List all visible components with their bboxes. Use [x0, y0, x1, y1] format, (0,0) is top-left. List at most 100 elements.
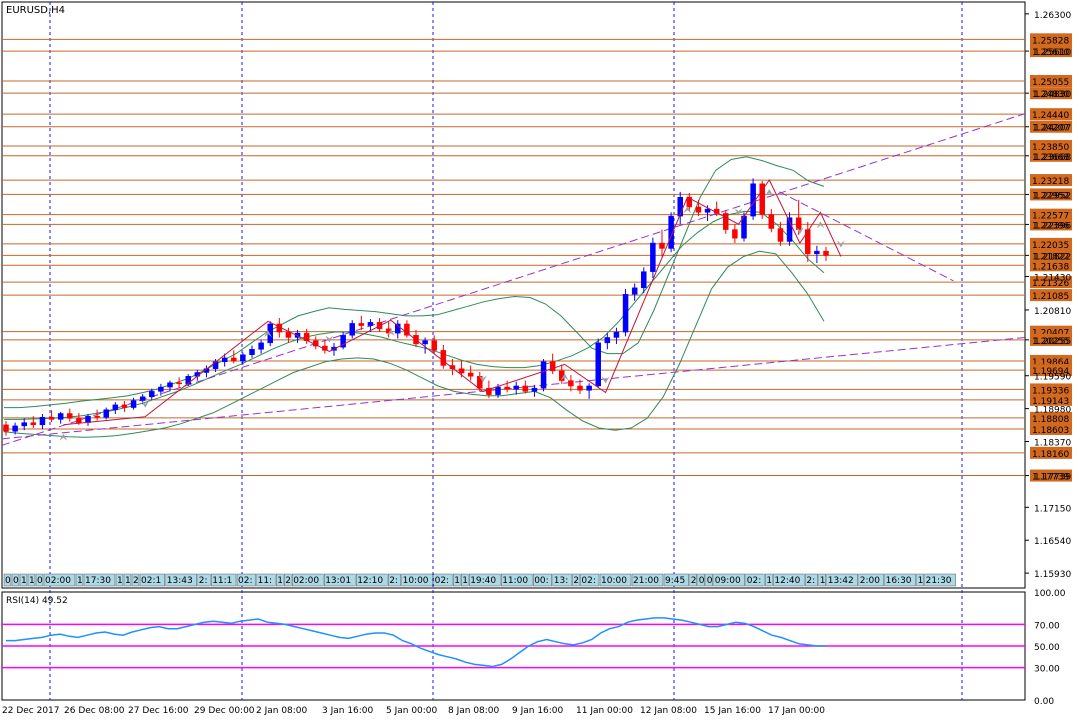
- candle-body[interactable]: [240, 354, 246, 362]
- candle-body[interactable]: [57, 413, 64, 420]
- candle-body[interactable]: [212, 361, 219, 369]
- rsi-tick-label: 100.00: [1034, 589, 1066, 599]
- time-strip-cell: [19, 573, 28, 587]
- candle-body[interactable]: [176, 382, 182, 385]
- candle-body[interactable]: [814, 250, 820, 255]
- candle-body[interactable]: [650, 242, 656, 272]
- candle-body[interactable]: [130, 400, 137, 408]
- candle-body[interactable]: [805, 229, 811, 255]
- time-strip-label: 02:: [238, 576, 252, 586]
- candle-body[interactable]: [258, 342, 264, 350]
- candle-body[interactable]: [504, 386, 510, 390]
- time-strip-cell: [433, 573, 453, 587]
- candle-body[interactable]: [349, 323, 355, 336]
- candle-body[interactable]: [85, 415, 91, 423]
- time-strip-label: 2:: [199, 576, 208, 586]
- time-axis-label: 22 Dec 2017: [2, 706, 60, 716]
- time-strip-label: 17:30: [85, 576, 111, 586]
- time-strip-label: 1: [29, 576, 35, 586]
- fractal-arrow-icon: [478, 375, 487, 383]
- candle-body[interactable]: [112, 404, 119, 410]
- candle-body[interactable]: [39, 417, 46, 426]
- candle-body[interactable]: [786, 217, 793, 242]
- candle-body[interactable]: [704, 208, 711, 213]
- candle-body[interactable]: [586, 385, 592, 391]
- candle-body[interactable]: [695, 206, 702, 213]
- price-tick-label: 1.17150: [1034, 504, 1071, 514]
- candle-body[interactable]: [404, 323, 410, 336]
- level-price-tag: [1030, 139, 1072, 152]
- candle-body[interactable]: [668, 215, 674, 249]
- candle-body[interactable]: [522, 385, 529, 392]
- candle-body[interactable]: [732, 229, 738, 239]
- time-strip-label: 02:: [435, 576, 449, 586]
- candle-body[interactable]: [540, 361, 547, 389]
- candle-body[interactable]: [486, 387, 492, 395]
- candle-body[interactable]: [367, 322, 374, 326]
- candle-body[interactable]: [659, 242, 665, 249]
- candle-body[interactable]: [67, 413, 73, 419]
- candle-body[interactable]: [422, 340, 428, 345]
- candle-body[interactable]: [577, 385, 583, 391]
- candle-body[interactable]: [641, 271, 647, 289]
- candle-body[interactable]: [677, 196, 683, 217]
- candle-body[interactable]: [340, 335, 346, 348]
- candle-body[interactable]: [48, 417, 55, 420]
- candle-body[interactable]: [622, 294, 629, 333]
- candle-body[interactable]: [285, 331, 292, 338]
- level-price-tag: [1030, 469, 1072, 482]
- trend-line[interactable]: [779, 191, 954, 282]
- candle-body[interactable]: [613, 331, 620, 338]
- candle-body[interactable]: [777, 228, 784, 242]
- candle-body[interactable]: [149, 391, 155, 398]
- candle-body[interactable]: [221, 357, 228, 362]
- time-strip-cell: [356, 573, 388, 587]
- candle-body[interactable]: [76, 418, 82, 423]
- time-strip-cell: [256, 573, 276, 587]
- candle-body[interactable]: [495, 386, 501, 395]
- candle-body[interactable]: [167, 382, 173, 388]
- candle-body[interactable]: [158, 386, 164, 392]
- candle-body[interactable]: [249, 349, 255, 355]
- time-strip-cell: [599, 573, 632, 587]
- candle-body[interactable]: [513, 385, 519, 390]
- time-strip-cell: [27, 573, 36, 587]
- candle-body[interactable]: [121, 404, 128, 408]
- price-tick-label: 1.22396: [1034, 221, 1071, 231]
- candle-body[interactable]: [549, 361, 556, 372]
- trend-line[interactable]: [1, 336, 1026, 440]
- candle-body[interactable]: [467, 372, 474, 377]
- candle-body[interactable]: [395, 323, 401, 334]
- candle-body[interactable]: [3, 424, 9, 432]
- candle-body[interactable]: [458, 368, 465, 374]
- candle-body[interactable]: [768, 214, 775, 229]
- candle-body[interactable]: [723, 213, 729, 230]
- candle-body[interactable]: [21, 422, 27, 427]
- candle-body[interactable]: [568, 380, 574, 387]
- candle-body[interactable]: [231, 357, 237, 362]
- time-strip-cell: [663, 573, 689, 587]
- candle-body[interactable]: [449, 365, 456, 369]
- candle-body[interactable]: [531, 387, 538, 392]
- candle-body[interactable]: [12, 425, 18, 432]
- candle-body[interactable]: [30, 422, 37, 426]
- candle-body[interactable]: [631, 287, 638, 295]
- candle-body[interactable]: [823, 250, 829, 256]
- price-tick-label: 1.19590: [1034, 373, 1071, 383]
- time-strip-cell: [826, 573, 858, 587]
- candle-body[interactable]: [604, 337, 611, 344]
- time-axis-label: 27 Dec 16:00: [128, 706, 189, 716]
- candle-body[interactable]: [94, 415, 100, 418]
- candle-body[interactable]: [103, 409, 109, 418]
- candle-body[interactable]: [440, 350, 447, 366]
- candle-body[interactable]: [358, 323, 365, 326]
- candle-body[interactable]: [139, 396, 146, 401]
- candle-body[interactable]: [595, 342, 601, 387]
- candle-body[interactable]: [759, 183, 765, 215]
- candle-body[interactable]: [686, 196, 693, 208]
- candle-body[interactable]: [431, 340, 437, 351]
- level-price-tag: [1030, 411, 1072, 424]
- fractal-arrow-icon: [683, 206, 692, 214]
